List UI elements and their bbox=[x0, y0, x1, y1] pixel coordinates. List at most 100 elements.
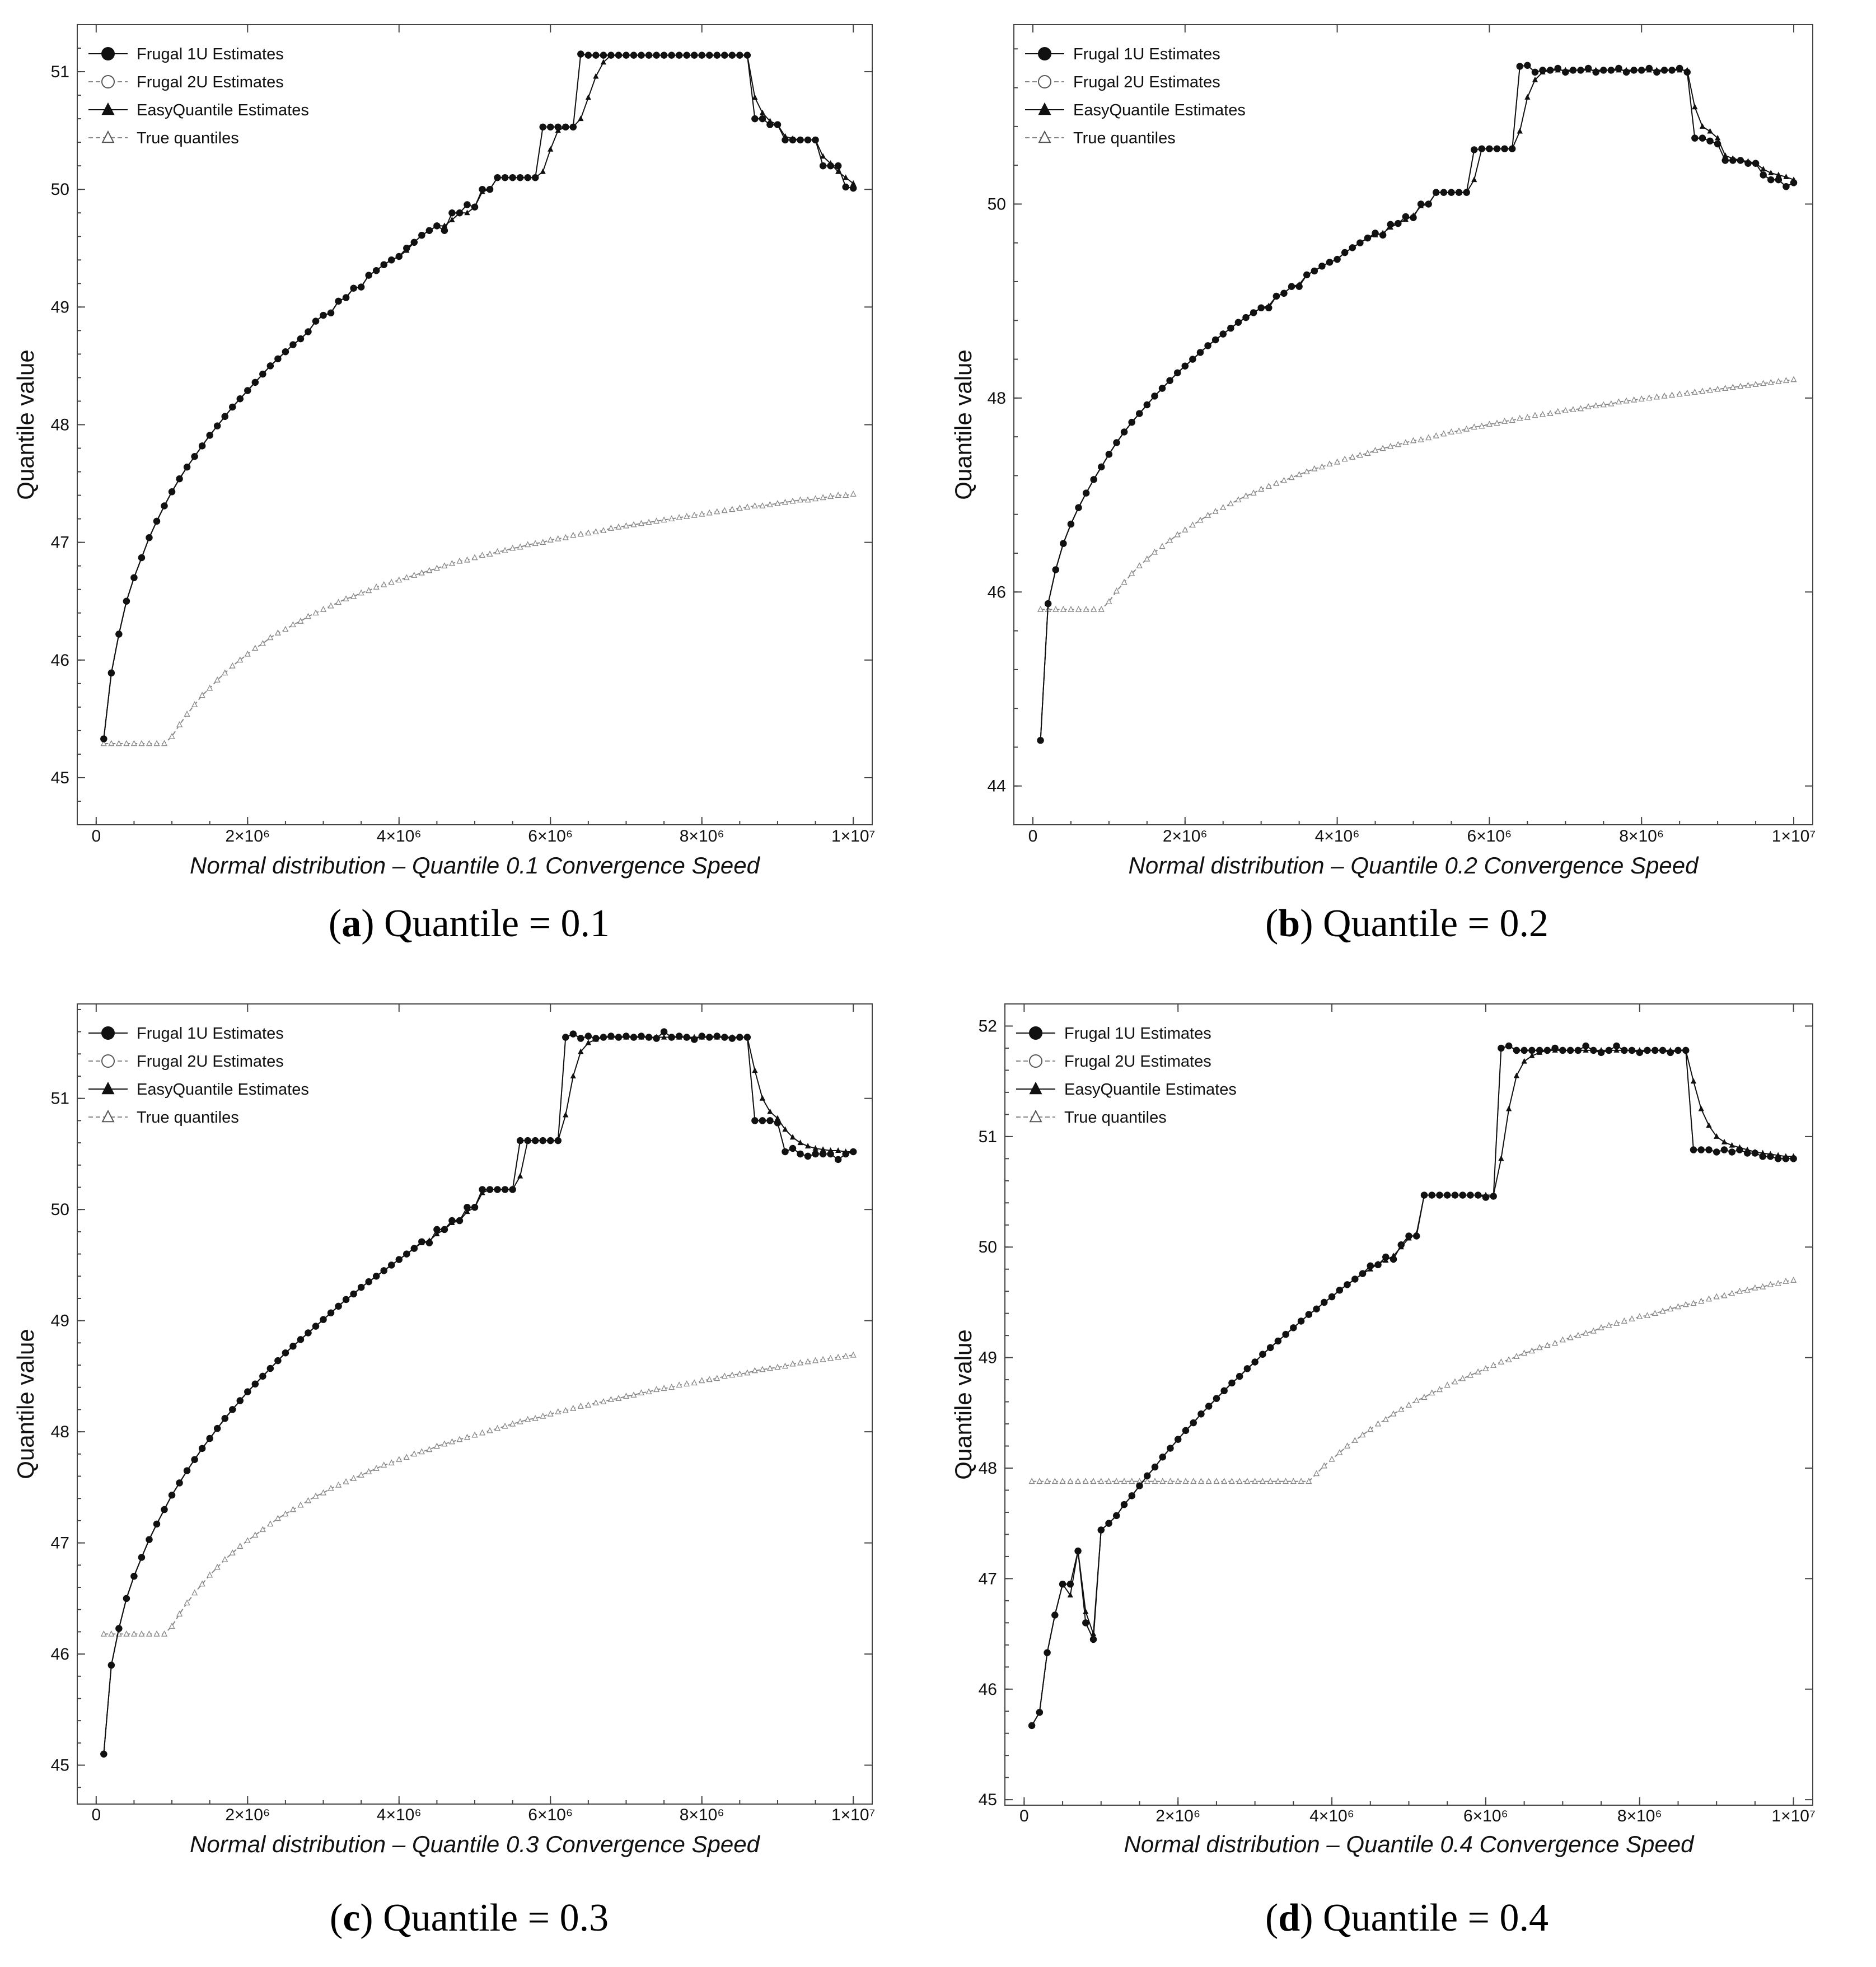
data-point bbox=[448, 560, 455, 566]
data-point bbox=[1136, 562, 1143, 568]
series-dashed-open-circle bbox=[1028, 1043, 1797, 1729]
data-point bbox=[448, 1438, 455, 1445]
data-point bbox=[1382, 1253, 1390, 1261]
data-point bbox=[1592, 68, 1599, 76]
data-point bbox=[1501, 418, 1508, 424]
data-point bbox=[1783, 1278, 1789, 1284]
data-point bbox=[456, 1436, 463, 1442]
data-point bbox=[1721, 1138, 1728, 1144]
data-point bbox=[1493, 145, 1501, 152]
data-point bbox=[1628, 1046, 1636, 1054]
data-point bbox=[1328, 1455, 1335, 1462]
y-tick-label: 49 bbox=[51, 1312, 69, 1330]
data-point bbox=[486, 550, 493, 557]
x-tick-label: 0 bbox=[1028, 827, 1038, 845]
data-point bbox=[546, 1137, 554, 1144]
data-point bbox=[759, 109, 766, 115]
data-point bbox=[592, 528, 599, 535]
data-point bbox=[660, 52, 668, 59]
data-point bbox=[176, 475, 183, 483]
data-point bbox=[577, 1035, 584, 1042]
data-point bbox=[1250, 309, 1257, 316]
data-point bbox=[184, 711, 190, 717]
data-point bbox=[222, 669, 228, 676]
data-point bbox=[1290, 1324, 1297, 1331]
data-point bbox=[1052, 566, 1059, 573]
data-point bbox=[229, 662, 236, 669]
data-point bbox=[1623, 397, 1630, 404]
data-point bbox=[1691, 134, 1699, 142]
data-point bbox=[1397, 1241, 1405, 1249]
data-point bbox=[728, 52, 736, 59]
data-point bbox=[1683, 68, 1691, 76]
x-tick-label: 8×10⁶ bbox=[1617, 1807, 1662, 1825]
data-point bbox=[1775, 1279, 1781, 1286]
data-point bbox=[1189, 356, 1196, 363]
data-point bbox=[464, 1208, 470, 1214]
caption-d: (d) Quantile = 0.4 bbox=[1265, 1896, 1549, 1940]
data-point bbox=[607, 1396, 614, 1402]
data-point bbox=[509, 544, 516, 551]
data-point bbox=[699, 1377, 705, 1384]
data-point bbox=[661, 1034, 667, 1040]
data-point bbox=[237, 656, 244, 663]
data-point bbox=[1313, 1305, 1320, 1313]
data-point bbox=[236, 395, 244, 403]
data-point bbox=[115, 1625, 123, 1632]
y-tick-label: 50 bbox=[979, 1238, 997, 1256]
data-point bbox=[418, 569, 425, 576]
data-point bbox=[1652, 1310, 1658, 1316]
legend-marker bbox=[101, 1081, 115, 1095]
data-point bbox=[1539, 67, 1546, 74]
data-point bbox=[653, 1386, 660, 1393]
data-point bbox=[1250, 489, 1257, 496]
data-point bbox=[229, 1549, 236, 1555]
data-point bbox=[1705, 1295, 1713, 1302]
data-point bbox=[252, 644, 259, 651]
data-point bbox=[554, 1137, 562, 1144]
data-point bbox=[1242, 314, 1250, 321]
data-point bbox=[1326, 460, 1333, 467]
data-point bbox=[410, 239, 418, 246]
data-point bbox=[736, 504, 743, 511]
data-point bbox=[1075, 504, 1082, 511]
data-point bbox=[1729, 1142, 1735, 1148]
data-point bbox=[1341, 249, 1349, 256]
legend-marker bbox=[101, 1109, 115, 1123]
data-point bbox=[1448, 428, 1455, 434]
data-point bbox=[1521, 1046, 1528, 1054]
data-point bbox=[668, 52, 675, 59]
caption-text-a: Quantile = 0.1 bbox=[384, 902, 610, 945]
data-point bbox=[767, 1108, 773, 1114]
data-point bbox=[1037, 737, 1044, 744]
data-point bbox=[1213, 1478, 1220, 1484]
legend-marker bbox=[101, 102, 115, 115]
data-point bbox=[630, 1391, 637, 1398]
data-point bbox=[350, 284, 357, 292]
data-point bbox=[1600, 401, 1607, 408]
data-point bbox=[366, 587, 372, 594]
data-point bbox=[1529, 1052, 1535, 1058]
data-point bbox=[358, 589, 364, 596]
data-point bbox=[713, 52, 721, 59]
x-tick-label: 2×10⁶ bbox=[1163, 827, 1208, 845]
data-point bbox=[464, 1203, 471, 1211]
data-point bbox=[1082, 1619, 1089, 1627]
data-point bbox=[1760, 166, 1766, 172]
data-point bbox=[1631, 396, 1638, 403]
data-point bbox=[706, 1376, 713, 1382]
data-point bbox=[320, 311, 327, 319]
data-point bbox=[1490, 1362, 1497, 1368]
data-point bbox=[539, 1137, 546, 1144]
data-point bbox=[107, 669, 115, 677]
legend-label: Frugal 1U Estimates bbox=[1064, 1025, 1211, 1043]
data-point bbox=[569, 1030, 577, 1038]
data-point bbox=[1091, 606, 1097, 612]
data-point bbox=[835, 1353, 841, 1360]
y-tick-label: 46 bbox=[51, 651, 69, 670]
data-point bbox=[1498, 1044, 1505, 1052]
data-point bbox=[1720, 1146, 1728, 1153]
data-point bbox=[1174, 1436, 1182, 1443]
data-point bbox=[849, 184, 857, 192]
data-point bbox=[1244, 1478, 1251, 1484]
